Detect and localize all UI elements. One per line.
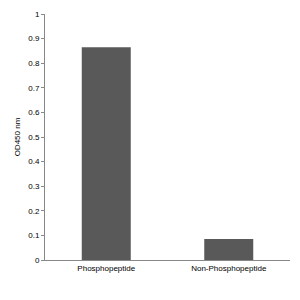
- svg-text:0.8: 0.8: [28, 59, 40, 68]
- svg-text:0.9: 0.9: [28, 34, 40, 43]
- svg-text:1: 1: [35, 10, 40, 19]
- svg-text:Phosphopeptide: Phosphopeptide: [77, 264, 135, 273]
- svg-text:0.3: 0.3: [28, 182, 40, 191]
- svg-text:0.1: 0.1: [28, 231, 40, 240]
- svg-text:0.4: 0.4: [28, 157, 40, 166]
- svg-text:OD450 nm: OD450 nm: [13, 117, 22, 156]
- svg-text:0: 0: [35, 256, 40, 265]
- svg-text:0.7: 0.7: [28, 84, 40, 93]
- svg-text:Non-Phosphopeptide: Non-Phosphopeptide: [191, 264, 267, 273]
- svg-text:0.2: 0.2: [28, 207, 40, 216]
- svg-text:0.6: 0.6: [28, 108, 40, 117]
- svg-text:0.5: 0.5: [28, 133, 40, 142]
